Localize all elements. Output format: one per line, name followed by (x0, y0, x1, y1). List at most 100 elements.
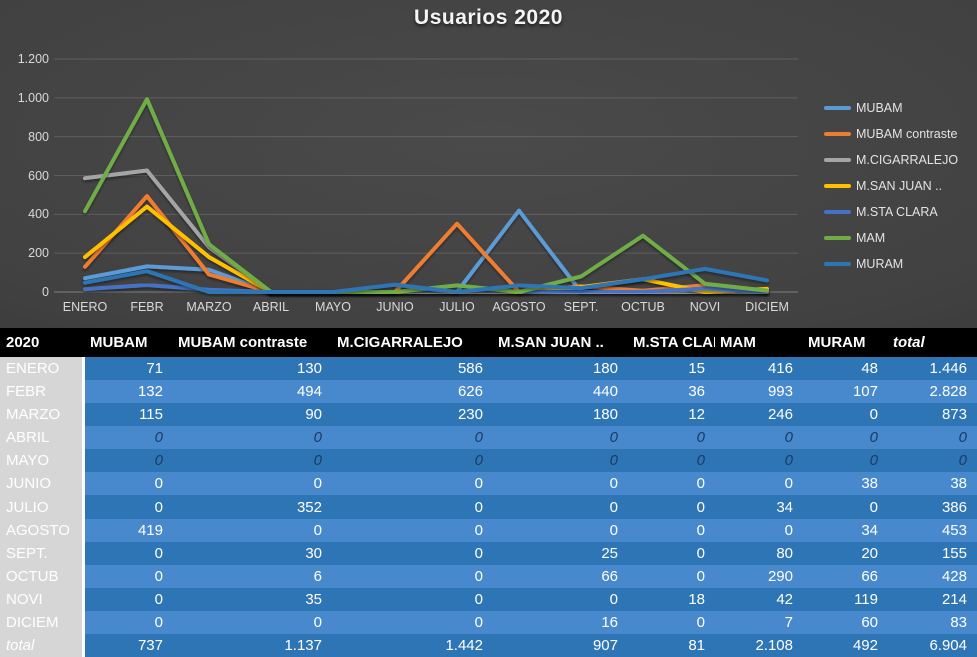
table-cell[interactable]: 66 (803, 564, 888, 588)
table-cell[interactable]: 18 (628, 587, 715, 611)
table-cell[interactable]: 0 (803, 449, 888, 473)
table-cell[interactable]: 42 (715, 587, 803, 611)
table-cell[interactable]: 16 (493, 610, 628, 634)
row-label[interactable]: DICIEM (0, 610, 85, 634)
column-header[interactable]: MUBAM contraste (178, 334, 308, 351)
table-cell[interactable]: 993 (715, 380, 803, 404)
table-cell[interactable]: 115 (85, 403, 173, 427)
table-cell[interactable]: 0 (85, 472, 173, 496)
table-cell[interactable]: 34 (715, 495, 803, 519)
table-cell[interactable]: 25 (493, 541, 628, 565)
table-cell[interactable]: 0 (332, 449, 493, 473)
row-label[interactable]: OCTUB (0, 564, 85, 588)
legend-item[interactable]: MUBAM contraste (824, 121, 958, 147)
table-cell[interactable]: 30 (173, 541, 332, 565)
column-header[interactable]: MURAM (808, 334, 866, 351)
table-cell[interactable]: 352 (173, 495, 332, 519)
table-cell[interactable]: 38 (888, 472, 977, 496)
table-cell[interactable]: 132 (85, 380, 173, 404)
table-cell[interactable]: 230 (332, 403, 493, 427)
table-cell[interactable]: 6.904 (888, 633, 977, 657)
year-header-cell[interactable]: 2020 (6, 334, 40, 351)
table-cell[interactable]: 1.446 (888, 357, 977, 381)
table-cell[interactable]: 36 (628, 380, 715, 404)
table-cell[interactable]: 6 (173, 564, 332, 588)
table-cell[interactable]: 214 (888, 587, 977, 611)
table-cell[interactable]: 0 (332, 472, 493, 496)
table-cell[interactable]: 34 (803, 518, 888, 542)
table-cell[interactable]: 386 (888, 495, 977, 519)
table-cell[interactable]: 0 (173, 610, 332, 634)
table-cell[interactable]: 0 (85, 610, 173, 634)
table-cell[interactable]: 0 (493, 472, 628, 496)
legend-item[interactable]: M.CIGARRALEJO (824, 147, 958, 173)
table-cell[interactable]: 428 (888, 564, 977, 588)
table-cell[interactable]: 494 (173, 380, 332, 404)
table-cell[interactable]: 180 (493, 357, 628, 381)
table-cell[interactable]: 35 (173, 587, 332, 611)
table-cell[interactable]: 0 (803, 426, 888, 450)
table-cell[interactable]: 0 (628, 449, 715, 473)
table-cell[interactable]: 0 (332, 495, 493, 519)
table-cell[interactable]: 0 (628, 472, 715, 496)
row-label[interactable]: MAYO (0, 449, 85, 473)
chart-panel[interactable]: Usuarios 2020 0 200 400 600 800 1.000 1.200 EN… (0, 0, 977, 328)
table-cell[interactable]: 0 (85, 564, 173, 588)
table-cell[interactable]: 0 (493, 587, 628, 611)
table-cell[interactable]: 15 (628, 357, 715, 381)
row-label[interactable]: MARZO (0, 403, 85, 427)
table-cell[interactable]: 0 (715, 518, 803, 542)
row-label[interactable]: SEPT. (0, 541, 85, 565)
table-cell[interactable]: 0 (332, 426, 493, 450)
table-cell[interactable]: 107 (803, 380, 888, 404)
table-cell[interactable]: 0 (493, 449, 628, 473)
table-cell[interactable]: 0 (888, 449, 977, 473)
column-header[interactable]: total (893, 334, 925, 351)
table-cell[interactable]: 0 (85, 541, 173, 565)
column-header[interactable]: M.STA CLARA (633, 334, 715, 351)
table-cell[interactable]: 586 (332, 357, 493, 381)
table-cell[interactable]: 71 (85, 357, 173, 381)
legend-item[interactable]: MAM (824, 225, 958, 251)
row-label[interactable]: ENERO (0, 357, 85, 381)
table-cell[interactable]: 0 (332, 587, 493, 611)
table-cell[interactable]: 0 (85, 426, 173, 450)
table-cell[interactable]: 419 (85, 518, 173, 542)
table-cell[interactable]: 80 (715, 541, 803, 565)
column-header[interactable]: MAM (720, 334, 756, 351)
column-header[interactable]: M.CIGARRALEJO (337, 334, 463, 351)
table-cell[interactable]: 0 (173, 426, 332, 450)
table-cell[interactable]: 0 (628, 426, 715, 450)
table-cell[interactable]: 130 (173, 357, 332, 381)
table-cell[interactable]: 1.137 (173, 633, 332, 657)
table-cell[interactable]: 626 (332, 380, 493, 404)
table-cell[interactable]: 453 (888, 518, 977, 542)
table-cell[interactable]: 0 (715, 472, 803, 496)
table-cell[interactable]: 155 (888, 541, 977, 565)
table-cell[interactable]: 2.828 (888, 380, 977, 404)
table-cell[interactable]: 1.442 (332, 633, 493, 657)
table-cell[interactable]: 7 (715, 610, 803, 634)
column-header[interactable]: MUBAM (90, 334, 148, 351)
column-header[interactable]: M.SAN JUAN .. (498, 334, 604, 351)
table-cell[interactable]: 0 (173, 472, 332, 496)
row-label[interactable]: ABRIL (0, 426, 85, 450)
table-cell[interactable]: 83 (888, 610, 977, 634)
table-cell[interactable]: 0 (85, 495, 173, 519)
table-cell[interactable]: 290 (715, 564, 803, 588)
table-cell[interactable]: 12 (628, 403, 715, 427)
table-cell[interactable]: 38 (803, 472, 888, 496)
table-cell[interactable]: 0 (803, 495, 888, 519)
legend-item[interactable]: MURAM (824, 251, 958, 277)
table-cell[interactable]: 0 (173, 518, 332, 542)
table-cell[interactable]: 0 (803, 403, 888, 427)
table-cell[interactable]: 0 (332, 610, 493, 634)
table-cell[interactable]: 0 (85, 449, 173, 473)
legend-item[interactable]: M.SAN JUAN .. (824, 173, 958, 199)
table-cell[interactable]: 0 (332, 564, 493, 588)
table-cell[interactable]: 2.108 (715, 633, 803, 657)
table-cell[interactable]: 440 (493, 380, 628, 404)
table-cell[interactable]: 90 (173, 403, 332, 427)
table-cell[interactable]: 492 (803, 633, 888, 657)
table-cell[interactable]: 737 (85, 633, 173, 657)
